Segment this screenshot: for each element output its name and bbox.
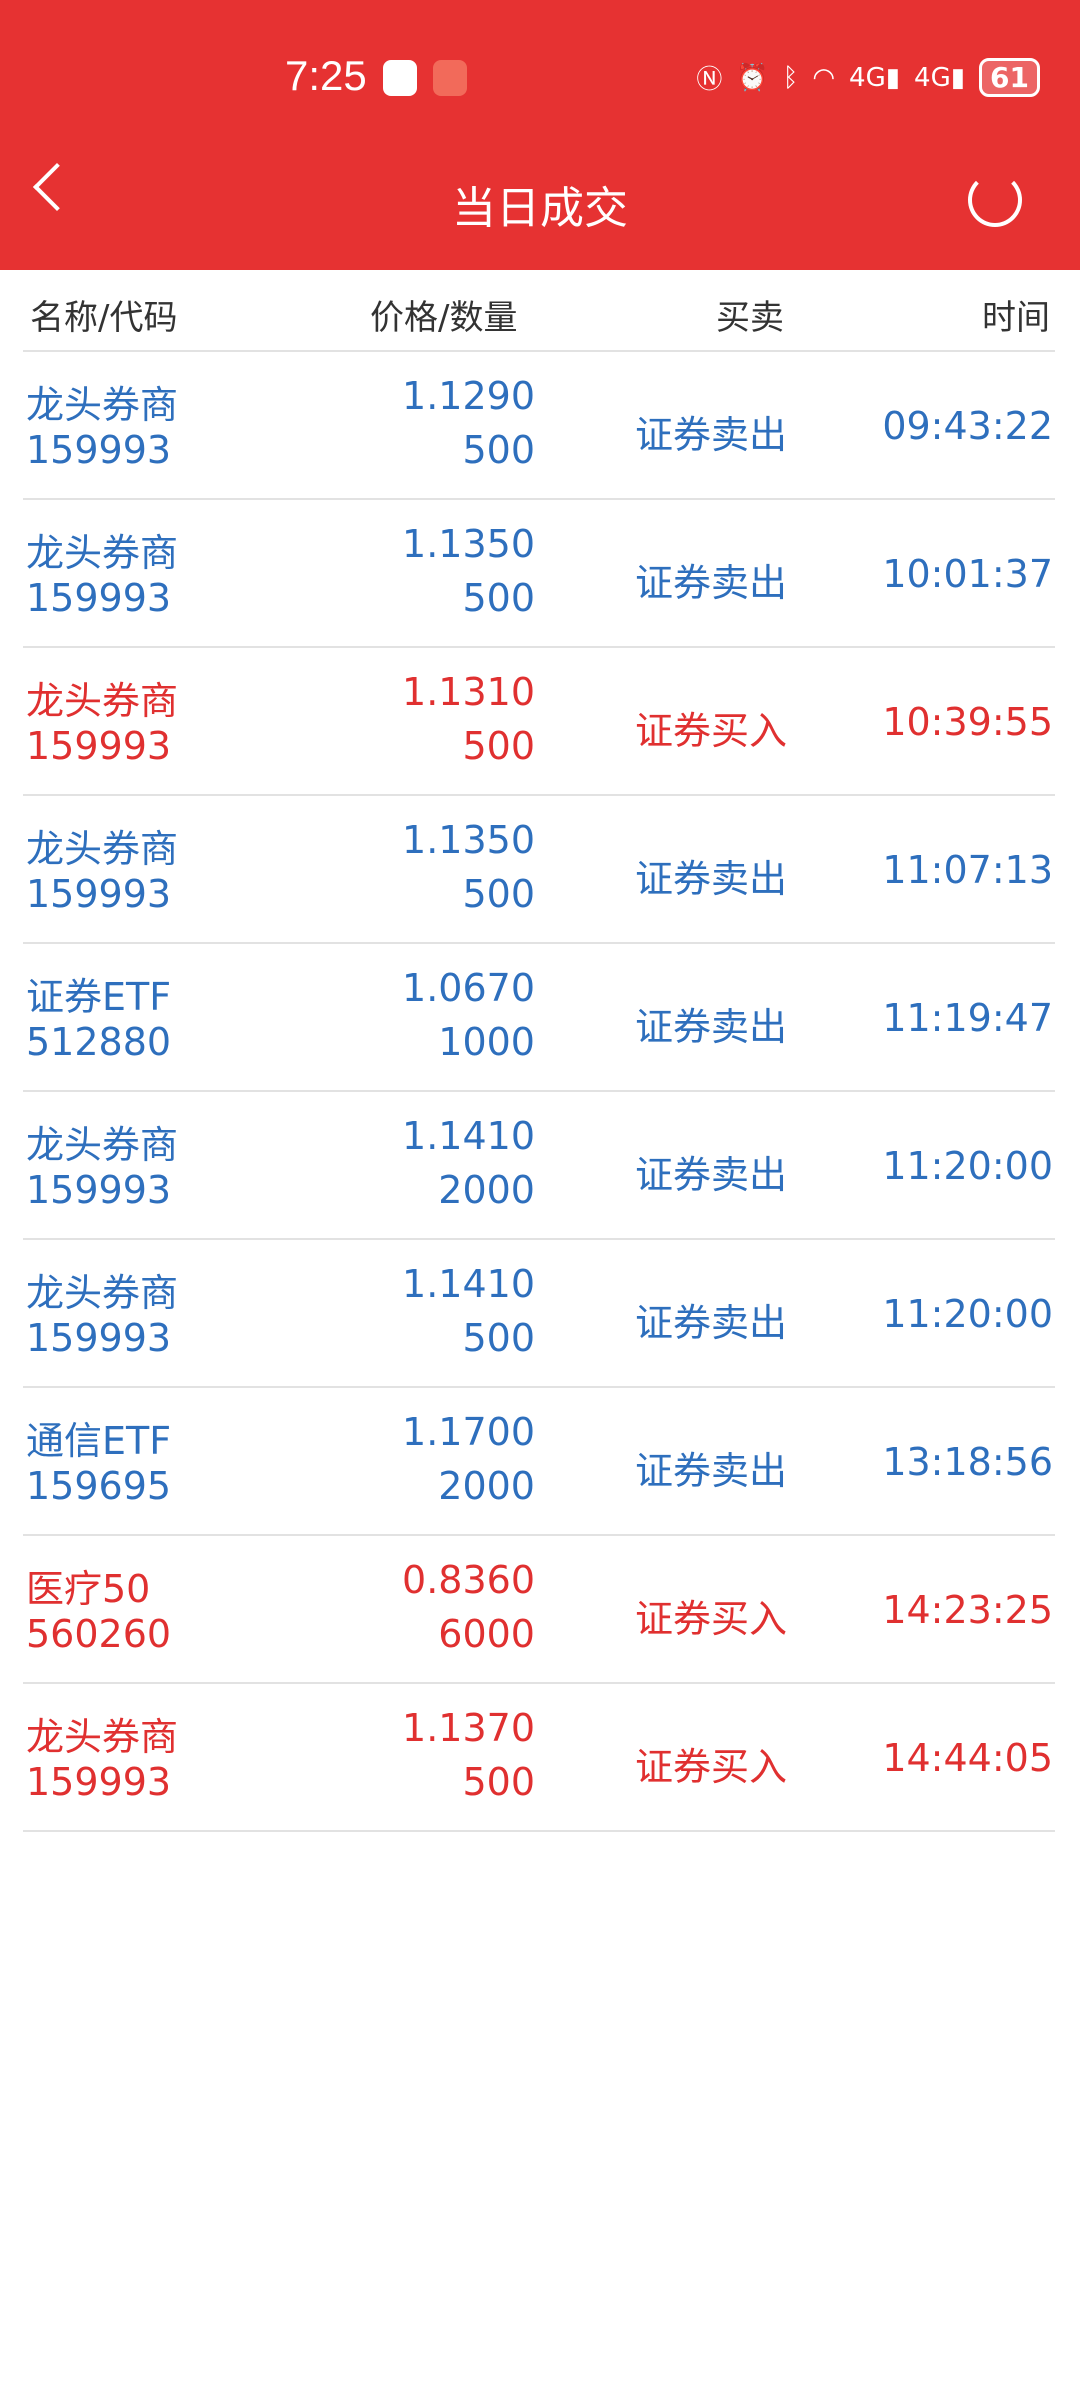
stock-name: 通信ETF (26, 1419, 172, 1463)
table-header: 名称/代码 价格/数量 买卖 时间 (0, 270, 1080, 350)
stock-code: 159993 (26, 872, 172, 916)
table-row[interactable]: 龙头券商 159993 1.1350 500 证券卖出 11:07:13 (23, 796, 1055, 944)
signal-4g-icon: 4G▮ (849, 62, 901, 93)
stock-code: 159993 (26, 1316, 172, 1360)
stock-code: 159993 (26, 576, 172, 620)
trade-side: 证券卖出 (635, 561, 788, 605)
trade-side: 证券买入 (635, 1745, 788, 1789)
stock-code: 159993 (26, 724, 172, 768)
trade-time: 11:20:00 (882, 1144, 1053, 1188)
column-name-code: 名称/代码 (30, 298, 178, 338)
table-row[interactable]: 龙头券商 159993 1.1410 2000 证券卖出 11:20:00 (23, 1092, 1055, 1240)
status-icons: Ⓝ ⏰ ᛒ ◠ 4G▮ 4G▮ 61 (696, 58, 1040, 97)
battery-icon: 61 (979, 58, 1040, 97)
stock-name: 龙头券商 (26, 1123, 179, 1167)
trade-quantity: 500 (462, 428, 535, 472)
notification-shopping-icon (433, 60, 467, 96)
notification-app-icon (383, 60, 417, 96)
trade-quantity: 500 (462, 724, 535, 768)
stock-name: 龙头券商 (26, 1715, 179, 1759)
stock-code: 159695 (26, 1464, 172, 1508)
trade-price: 1.1350 (402, 522, 535, 566)
column-price-qty: 价格/数量 (370, 298, 518, 338)
trade-side: 证券买入 (635, 1597, 788, 1641)
signal-4g-icon: 4G▮ (914, 62, 966, 93)
trade-price: 0.8360 (402, 1558, 535, 1602)
stock-name: 龙头券商 (26, 383, 179, 427)
trade-price: 1.1310 (402, 670, 535, 714)
trade-time: 14:23:25 (882, 1588, 1053, 1632)
stock-name: 证券ETF (26, 975, 172, 1019)
stock-code: 512880 (26, 1020, 172, 1064)
refresh-button[interactable] (968, 173, 1022, 227)
trade-price: 1.1290 (402, 374, 535, 418)
trade-quantity: 6000 (438, 1612, 535, 1656)
trade-list: 龙头券商 159993 1.1290 500 证券卖出 09:43:22 龙头券商 15999… (23, 350, 1055, 1832)
trade-time: 10:01:37 (882, 552, 1053, 596)
stock-name: 医疗50 (26, 1567, 151, 1611)
trade-time: 11:19:47 (882, 996, 1053, 1040)
trade-quantity: 1000 (438, 1020, 535, 1064)
stock-name: 龙头券商 (26, 679, 179, 723)
trade-side: 证券卖出 (635, 1449, 788, 1493)
trade-side: 证券卖出 (635, 857, 788, 901)
trade-side: 证券买入 (635, 709, 788, 753)
table-row[interactable]: 医疗50 560260 0.8360 6000 证券买入 14:23:25 (23, 1536, 1055, 1684)
trade-time: 09:43:22 (882, 404, 1053, 448)
table-row[interactable]: 通信ETF 159695 1.1700 2000 证券卖出 13:18:56 (23, 1388, 1055, 1536)
nfc-icon: Ⓝ (696, 65, 723, 95)
trade-time: 13:18:56 (882, 1440, 1053, 1484)
trade-quantity: 500 (462, 872, 535, 916)
stock-name: 龙头券商 (26, 531, 179, 575)
trade-price: 1.1370 (402, 1706, 535, 1750)
bluetooth-icon: ᛒ (782, 62, 799, 93)
column-side: 买卖 (716, 298, 784, 338)
trade-price: 1.1410 (402, 1262, 535, 1306)
trade-time: 14:44:05 (882, 1736, 1053, 1780)
stock-code: 560260 (26, 1612, 172, 1656)
stock-code: 159993 (26, 428, 172, 472)
trade-time: 11:07:13 (882, 848, 1053, 892)
app-header: 7:25 Ⓝ ⏰ ᛒ ◠ 4G▮ 4G▮ 61 当日成交 (0, 0, 1080, 270)
trade-price: 1.1350 (402, 818, 535, 862)
stock-name: 龙头券商 (26, 827, 179, 871)
table-row[interactable]: 证券ETF 512880 1.0670 1000 证券卖出 11:19:47 (23, 944, 1055, 1092)
status-time: 7:25 (285, 52, 367, 99)
trade-side: 证券卖出 (635, 1301, 788, 1345)
stock-code: 159993 (26, 1760, 172, 1804)
page-title: 当日成交 (452, 183, 628, 234)
trade-quantity: 500 (462, 576, 535, 620)
table-row[interactable]: 龙头券商 159993 1.1410 500 证券卖出 11:20:00 (23, 1240, 1055, 1388)
trade-quantity: 2000 (438, 1168, 535, 1212)
table-row[interactable]: 龙头券商 159993 1.1370 500 证券买入 14:44:05 (23, 1684, 1055, 1832)
table-row[interactable]: 龙头券商 159993 1.1310 500 证券买入 10:39:55 (23, 648, 1055, 796)
trade-side: 证券卖出 (635, 1005, 788, 1049)
column-time: 时间 (982, 298, 1050, 338)
trade-side: 证券卖出 (635, 413, 788, 457)
trade-time: 11:20:00 (882, 1292, 1053, 1336)
trade-quantity: 500 (462, 1316, 535, 1360)
stock-code: 159993 (26, 1168, 172, 1212)
trade-side: 证券卖出 (635, 1153, 788, 1197)
table-row[interactable]: 龙头券商 159993 1.1350 500 证券卖出 10:01:37 (23, 500, 1055, 648)
trade-price: 1.1410 (402, 1114, 535, 1158)
alarm-icon: ⏰ (736, 62, 769, 93)
trade-price: 1.1700 (402, 1410, 535, 1454)
trade-quantity: 2000 (438, 1464, 535, 1508)
stock-name: 龙头券商 (26, 1271, 179, 1315)
trade-time: 10:39:55 (882, 700, 1053, 744)
trade-price: 1.0670 (402, 966, 535, 1010)
wifi-icon: ◠ (812, 62, 836, 93)
table-row[interactable]: 龙头券商 159993 1.1290 500 证券卖出 09:43:22 (23, 352, 1055, 500)
trade-quantity: 500 (462, 1760, 535, 1804)
